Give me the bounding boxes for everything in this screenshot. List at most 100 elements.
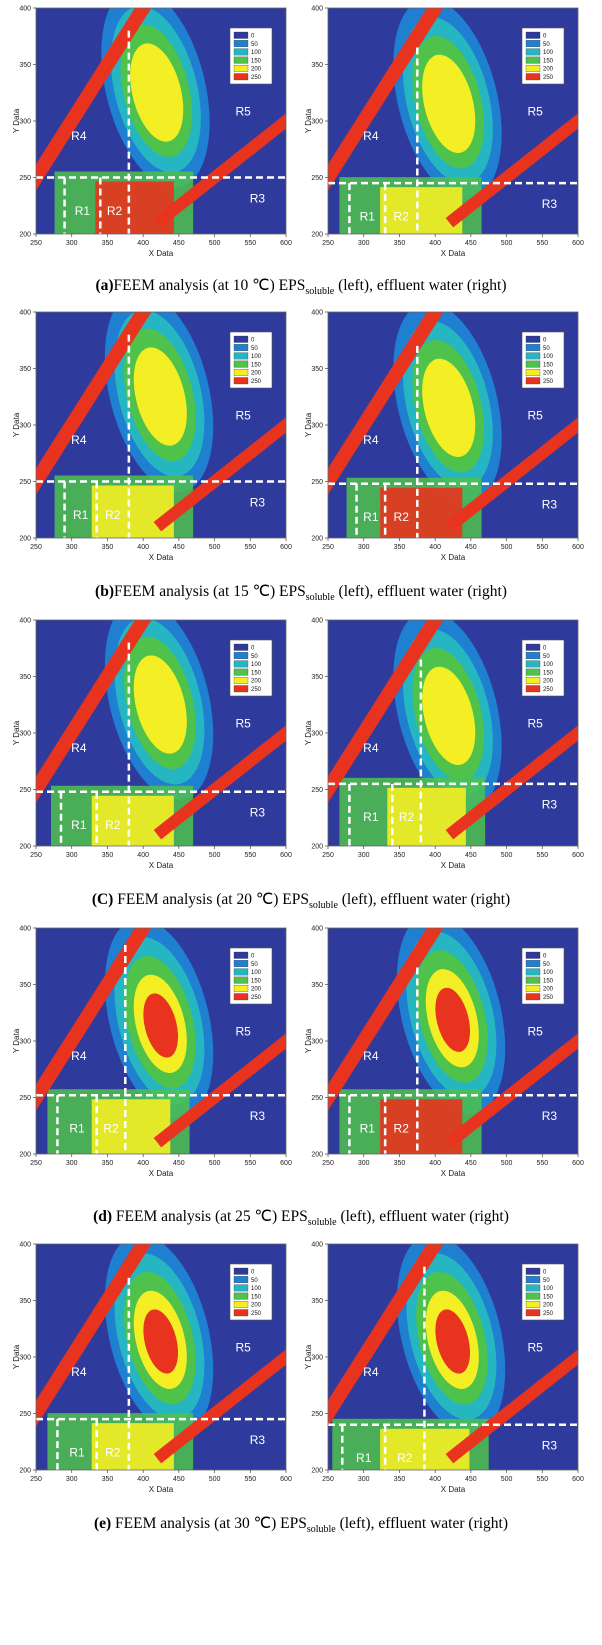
x-tick-label: 350: [102, 852, 114, 859]
x-tick-label: 550: [244, 1160, 256, 1167]
legend-label: 150: [251, 670, 262, 676]
caption-a: (a)FEEM analysis (at 10 ℃) EPSsoluble (l…: [95, 277, 507, 298]
region-label-r4: R4: [71, 1049, 87, 1063]
region-label-r1: R1: [75, 204, 91, 218]
heatmap-area: [328, 1244, 578, 1470]
y-tick-label: 250: [19, 1411, 31, 1418]
x-axis-label: X Data: [441, 1485, 466, 1494]
legend-label: 50: [543, 346, 550, 352]
region-label-r2: R2: [394, 209, 410, 223]
x-tick-label: 300: [358, 1476, 370, 1483]
x-tick-label: 600: [572, 1476, 584, 1483]
x-tick-label: 300: [66, 1160, 78, 1167]
legend-label: 150: [251, 362, 262, 368]
legend-swatch: [233, 1292, 249, 1300]
legend-label: 0: [251, 1270, 255, 1276]
legend-swatch: [233, 660, 249, 668]
legend-label: 250: [543, 75, 554, 81]
x-tick-label: 400: [137, 852, 149, 859]
region-label-r2: R2: [394, 510, 410, 524]
y-axis-label: Y Data: [12, 1344, 21, 1369]
y-tick-label: 200: [311, 232, 323, 239]
rayleigh-scatter-first-order: [328, 928, 444, 1111]
region-label-r3: R3: [542, 498, 558, 512]
region-label-r4: R4: [71, 433, 87, 447]
legend-swatch: [525, 1284, 541, 1292]
x-tick-label: 250: [30, 1160, 42, 1167]
region-label-r3: R3: [250, 1433, 266, 1447]
x-tick-label: 250: [322, 852, 334, 859]
legend-swatch: [233, 344, 249, 351]
legend-swatch: [525, 1276, 541, 1283]
y-tick-label: 400: [19, 6, 31, 13]
legend-swatch: [525, 643, 541, 651]
x-tick-label: 250: [322, 1476, 334, 1483]
y-tick-label: 350: [311, 366, 323, 373]
x-tick-label: 450: [465, 1476, 477, 1483]
legend-label: 200: [543, 987, 554, 993]
y-tick-label: 400: [311, 926, 323, 933]
low-band-peak: [91, 1423, 174, 1470]
caption-b: (b)FEEM analysis (at 15 ℃) EPSsoluble (l…: [95, 583, 507, 604]
region-label-r2: R2: [105, 818, 121, 832]
region-label-r4: R4: [363, 741, 379, 755]
legend-swatch: [233, 951, 249, 959]
y-tick-label: 300: [311, 731, 323, 738]
rayleigh-scatter-second-order: [445, 1033, 578, 1148]
y-axis-label: Y Data: [304, 108, 313, 133]
x-tick-label: 600: [572, 240, 584, 247]
legend-label: 50: [543, 654, 550, 660]
legend-swatch: [525, 65, 541, 72]
x-tick-label: 400: [429, 240, 441, 247]
x-tick-label: 550: [244, 1476, 256, 1483]
x-axis-label: X Data: [149, 1485, 174, 1494]
legend-swatch: [525, 56, 541, 64]
x-tick-label: 400: [137, 1476, 149, 1483]
y-tick-label: 200: [19, 232, 31, 239]
low-band-peak: [380, 1099, 463, 1154]
x-tick-label: 500: [209, 1160, 221, 1167]
y-tick-label: 250: [311, 479, 323, 486]
contour-level-4: [130, 43, 184, 142]
y-tick-label: 250: [19, 175, 31, 182]
legend-swatch: [525, 377, 541, 385]
x-tick-label: 250: [30, 544, 42, 551]
x-tick-label: 600: [280, 240, 292, 247]
x-tick-label: 250: [322, 240, 334, 247]
legend-swatch: [233, 73, 249, 81]
legend-swatch: [233, 377, 249, 385]
y-tick-label: 200: [19, 536, 31, 543]
rayleigh-scatter-second-order: [445, 725, 578, 840]
region-label-r3: R3: [250, 806, 266, 820]
region-label-r2: R2: [105, 1445, 121, 1459]
y-tick-label: 250: [19, 787, 31, 794]
legend-swatch: [525, 685, 541, 693]
region-label-r1: R1: [360, 1122, 376, 1136]
region-label-r3: R3: [542, 197, 558, 211]
caption-c: (C) FEEM analysis (at 20 ℃) EPSsoluble (…: [91, 891, 511, 912]
x-tick-label: 600: [572, 544, 584, 551]
legend-swatch: [525, 1301, 541, 1308]
legend-swatch: [233, 1309, 249, 1317]
legend-label: 150: [543, 58, 554, 64]
x-tick-label: 550: [536, 1476, 548, 1483]
legend-swatch: [525, 960, 541, 967]
y-tick-label: 300: [19, 423, 31, 430]
region-label-r1: R1: [363, 810, 379, 824]
contour-level-5: [143, 993, 179, 1058]
legend-swatch: [233, 652, 249, 659]
rayleigh-scatter-second-order: [153, 1033, 286, 1148]
x-tick-label: 350: [102, 544, 114, 551]
region-label-r3: R3: [250, 191, 266, 205]
y-tick-label: 300: [311, 423, 323, 430]
rayleigh-scatter-first-order: [36, 8, 152, 191]
x-tick-label: 350: [394, 544, 406, 551]
legend-label: 100: [251, 1286, 262, 1292]
legend-label: 50: [251, 654, 258, 660]
region-label-r3: R3: [542, 1109, 558, 1123]
y-tick-label: 250: [311, 787, 323, 794]
legend-swatch: [233, 668, 249, 676]
